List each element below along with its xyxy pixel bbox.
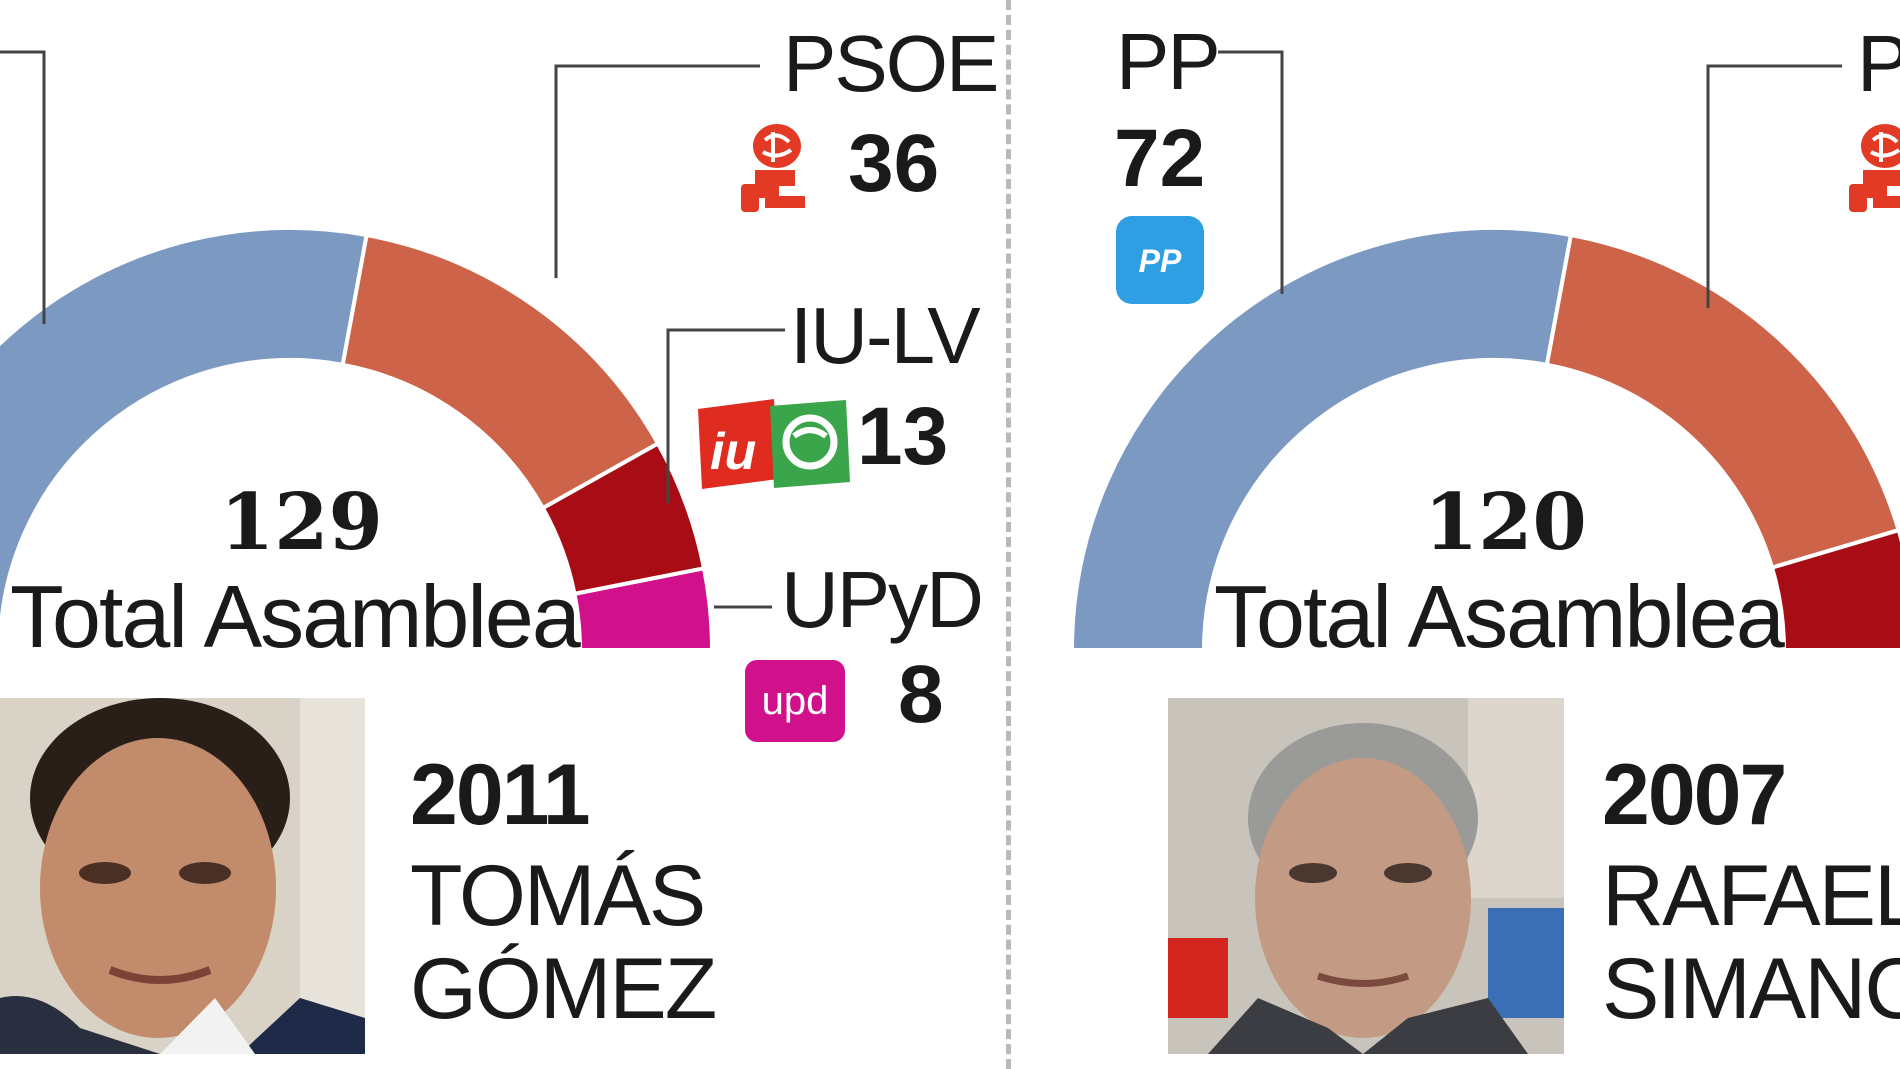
donut-chart-2007 (1069, 50, 1900, 652)
total-seats-2011: 129 (220, 477, 383, 568)
candidate-photo-tomas-gomez (0, 698, 365, 1059)
candidate-name-line1-2011: TOMÁS (410, 848, 706, 944)
panel-divider (1006, 0, 1011, 1069)
candidate-name-line2-2007: SIMANCAS (1602, 941, 1900, 1037)
upyd-logo-icon: upd (745, 660, 845, 747)
slice-psoe (1544, 232, 1900, 571)
donut-chart-2011 (0, 50, 785, 652)
pp-name-2007: PP (1116, 17, 1221, 106)
upyd-name-2011: UPyD (781, 555, 984, 644)
total-label-2011: Total Asamblea (10, 567, 581, 666)
upyd-logo-text: upd (762, 679, 829, 723)
upyd-seats-2011: 8 (898, 649, 944, 740)
iu-lv-name-2011: IU-LV (790, 291, 981, 380)
psoe-name-2011: PSOE (783, 19, 999, 108)
chart-2011-panel: 129 Total Asamblea PSOE 36 IU-LV 13 iu (0, 19, 999, 1059)
psoe-name-2007: PSOE (1857, 19, 1900, 108)
green-party-logo-icon (764, 396, 854, 499)
psoe-seats-2011: 36 (848, 118, 940, 209)
year-2007: 2007 (1602, 747, 1787, 843)
chart-2007-panel: 120 Total Asamblea PP 72 PP PSOE (1012, 0, 1900, 1069)
slice-psoe (340, 232, 661, 511)
slice-pp (0, 226, 369, 652)
slice-iu (1769, 527, 1900, 652)
pp-logo-text: PP (1139, 243, 1182, 279)
leader-line-psoe-2011 (554, 64, 760, 279)
candidate-name-line1-2007: RAFAEL (1602, 848, 1900, 944)
candidate-name-line2-2011: GÓMEZ (410, 941, 717, 1037)
pp-seats-2007: 72 (1114, 113, 1206, 204)
slice-upyd (572, 565, 715, 652)
total-label-2007: Total Asamblea (1214, 567, 1785, 666)
iu-logo-text: iu (710, 423, 756, 481)
psoe-rose-fist-icon (737, 118, 809, 225)
total-seats-2007: 120 (1424, 477, 1587, 568)
psoe-rose-fist-icon (1845, 118, 1900, 225)
slice-pp (1069, 226, 1574, 652)
leader-line-pp-2007 (1218, 50, 1284, 294)
leader-line-psoe-2007 (1706, 64, 1842, 309)
leader-line-iu-2011 (666, 328, 785, 504)
iu-lv-seats-2011: 13 (857, 391, 949, 482)
pp-logo-icon: PP (1116, 216, 1204, 309)
candidate-photo-rafael-simancas (1168, 698, 1564, 1059)
iu-logo-icon: iu (690, 395, 782, 498)
year-2011: 2011 (410, 747, 591, 843)
leader-line-pp-2011 (0, 50, 46, 325)
